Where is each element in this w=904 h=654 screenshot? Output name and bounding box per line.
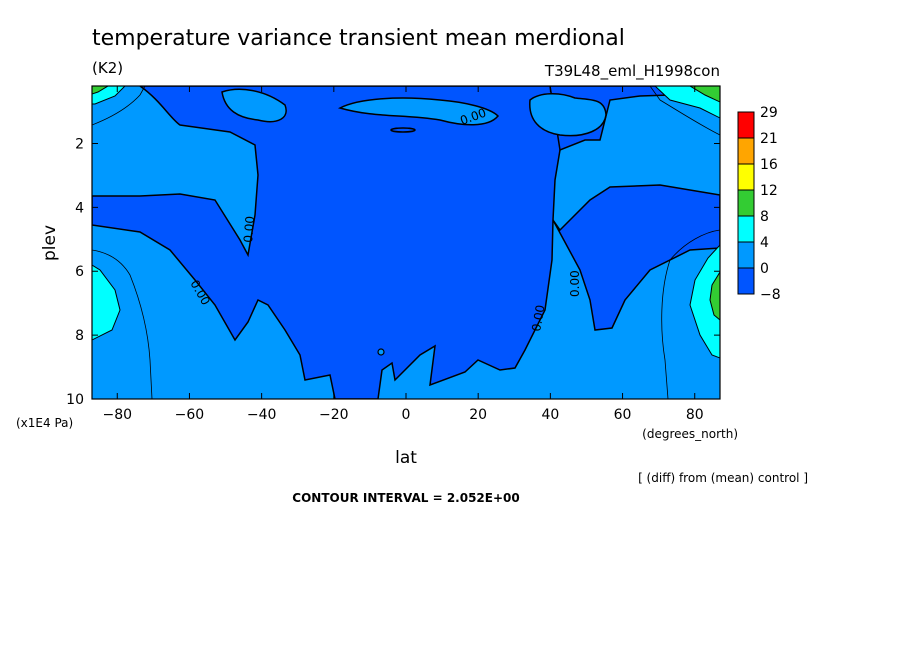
contour-label: 0.00 (241, 215, 257, 243)
x-tick-label: 60 (614, 407, 632, 423)
contour-labels: 0.00 0.00 0.00 0.00 0.00 (187, 106, 582, 333)
chart-title: temperature variance transient mean merd… (92, 26, 625, 51)
x-tick-label: 40 (541, 407, 559, 423)
contour-interval: CONTOUR INTERVAL = 2.052E+00 (292, 491, 519, 505)
colorbar: 29 21 16 12 8 4 0 −8 (737, 105, 781, 303)
experiment-label: T39L48_eml_H1998con (544, 62, 720, 81)
y-tick-label: 2 (75, 136, 84, 152)
x-tick-label: 80 (686, 407, 704, 423)
colorbar-swatch (737, 215, 755, 243)
contour-small-top (390, 127, 416, 133)
colorbar-label: 12 (760, 183, 778, 199)
diff-note: [ (diff) from (mean) control ] (638, 471, 808, 485)
colorbar-swatch (737, 111, 755, 139)
colorbar-label: 21 (760, 131, 778, 147)
y-axis-units: (x1E4 Pa) (16, 416, 73, 430)
colorbar-label: 29 (760, 105, 778, 121)
colorbar-label: 0 (760, 261, 769, 277)
x-axis-label: lat (395, 448, 417, 468)
x-tick-label: −60 (175, 407, 205, 423)
colorbar-swatch (737, 163, 755, 191)
x-axis-units: (degrees_north) (642, 427, 738, 441)
contour-fill-island-topleft (221, 88, 287, 123)
contour-fill-cyan-left (92, 264, 121, 341)
contour-label: 0.00 (529, 304, 547, 333)
x-tick-label: −20 (319, 407, 349, 423)
contour-small-mid (377, 348, 385, 356)
x-tick-label: 20 (469, 407, 487, 423)
colorbar-label: 4 (760, 235, 769, 251)
x-tick-label: 0 (402, 407, 411, 423)
contour-label: 0.00 (568, 270, 582, 297)
contour-fill-island-top (529, 93, 607, 137)
contour-fill-neg (92, 86, 578, 399)
y-axis-label: plev (40, 225, 60, 261)
y-tick-label: 8 (75, 328, 84, 344)
contour-line-left-top (92, 86, 146, 126)
units-label: (K2) (92, 59, 123, 77)
contour-fill-neg-right2 (552, 184, 720, 331)
colorbar-swatch (737, 189, 755, 217)
contour-line-left (92, 249, 153, 399)
x-tick-label: −80 (102, 407, 132, 423)
contour-fill-green-right-top (689, 86, 720, 103)
colorbar-label: 16 (760, 157, 778, 173)
contour-line-right (661, 229, 720, 399)
contour-fill-cyan-right (689, 244, 720, 359)
y-tick-label: 4 (75, 200, 84, 216)
colorbar-swatch (737, 241, 755, 269)
plot-area (91, 85, 721, 400)
y-tick-label: 6 (75, 264, 84, 280)
y-axis: 2 4 6 8 10 (66, 136, 720, 408)
colorbar-swatch (737, 267, 755, 295)
contour-fill-green-left (92, 86, 109, 95)
contour-fill-island-topcenter (337, 97, 500, 126)
colorbar-label: −8 (760, 287, 781, 303)
x-axis: −80 −60 −40 −20 0 20 40 60 80 (102, 86, 704, 423)
contour-fill-green-right (709, 271, 720, 321)
colorbar-swatch (737, 137, 755, 165)
y-tick-label: 10 (66, 392, 84, 408)
colorbar-label: 8 (760, 209, 769, 225)
x-tick-label: −40 (247, 407, 277, 423)
contour-line-right-top (649, 86, 720, 136)
